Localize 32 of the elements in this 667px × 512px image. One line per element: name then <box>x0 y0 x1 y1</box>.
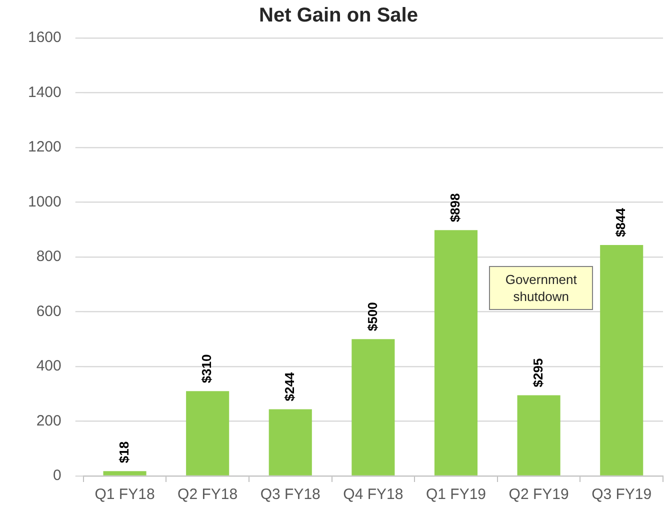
bar <box>103 471 146 476</box>
data-label: $295 <box>530 358 546 388</box>
x-tick-label: Q3 FY18 <box>260 486 320 504</box>
bar <box>517 395 560 476</box>
y-tick-label: 0 <box>53 467 62 484</box>
x-tick-label: Q4 FY18 <box>343 486 404 504</box>
data-label: $500 <box>364 302 380 332</box>
y-tick-label: 800 <box>36 248 62 266</box>
annotation: Government shutdown <box>489 266 594 310</box>
bar <box>434 230 478 476</box>
bar <box>352 339 395 476</box>
data-label: $244 <box>282 372 297 402</box>
y-tick-label: 600 <box>36 302 62 320</box>
data-label: $310 <box>199 354 214 384</box>
y-tick-label: 1400 <box>28 84 62 101</box>
x-tick-label: Q2 FY18 <box>178 486 238 504</box>
bar <box>268 409 312 476</box>
y-tick-label: 1600 <box>28 29 62 46</box>
x-tick-label: Q1 FY18 <box>94 486 155 504</box>
y-tick-label: 400 <box>36 358 62 375</box>
data-label: $18 <box>116 441 132 464</box>
y-tick-label: 1000 <box>28 193 62 210</box>
y-tick-label: 1200 <box>28 138 62 156</box>
y-tick-label: 200 <box>36 412 62 430</box>
x-tick-label: Q3 FY19 <box>592 486 652 504</box>
bar <box>600 244 644 476</box>
data-label: $898 <box>448 193 463 222</box>
chart-title: Net Gain on Sale <box>259 4 418 27</box>
x-tick-label: Q2 FY19 <box>508 486 569 504</box>
data-label: $844 <box>613 207 628 237</box>
x-tick-label: Q1 FY19 <box>426 486 486 504</box>
bar <box>186 391 230 476</box>
